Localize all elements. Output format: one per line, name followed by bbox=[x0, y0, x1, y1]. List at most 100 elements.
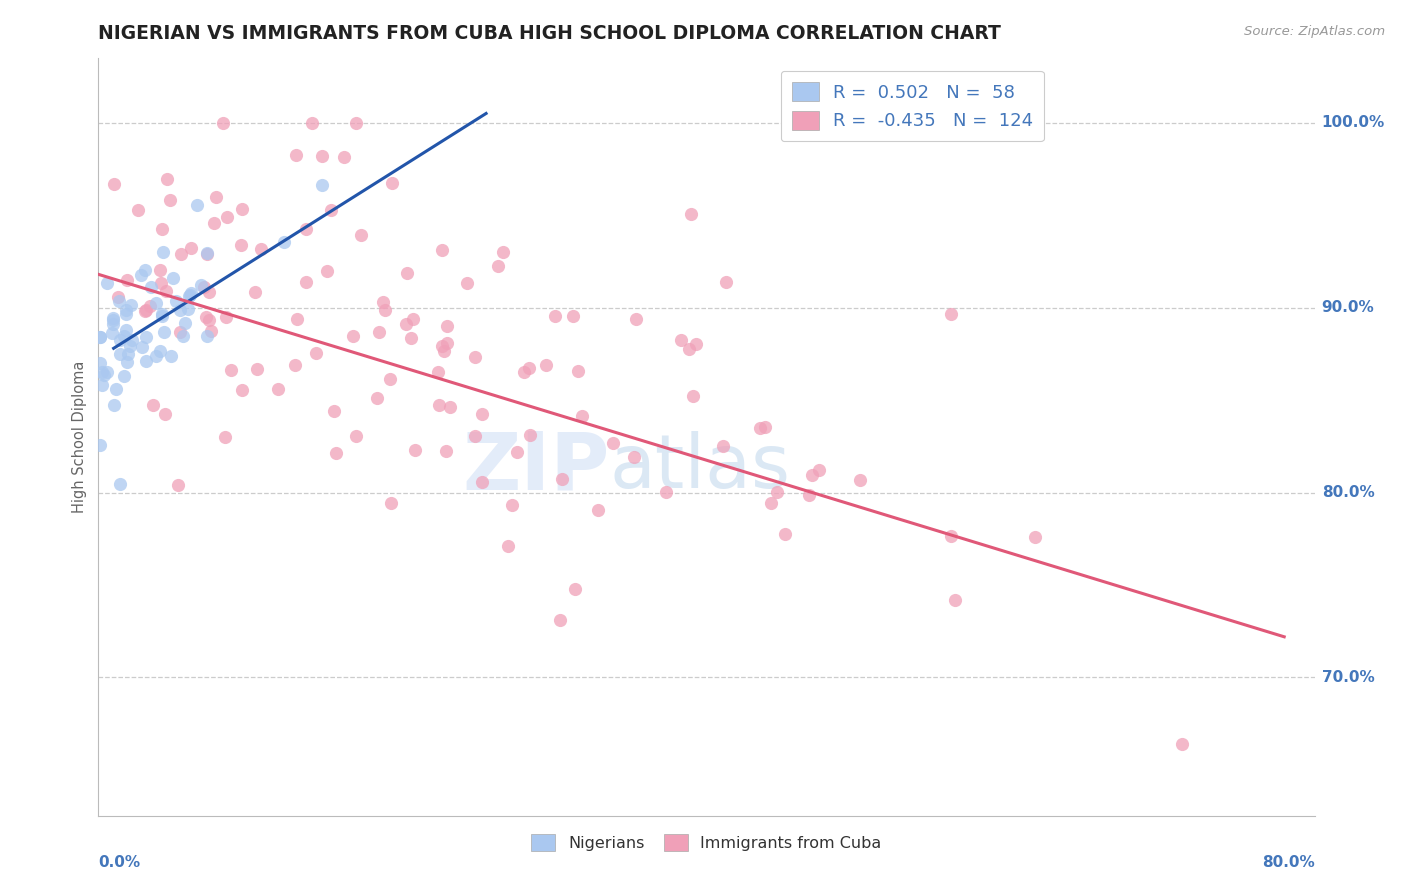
Point bbox=[103, 177, 125, 191]
Point bbox=[149, 344, 172, 359]
Point bbox=[117, 355, 139, 369]
Point bbox=[96, 276, 118, 290]
Point bbox=[519, 428, 541, 442]
Point bbox=[245, 362, 267, 376]
Point bbox=[402, 311, 425, 326]
Point bbox=[395, 266, 418, 280]
Point bbox=[155, 284, 177, 298]
Point bbox=[166, 478, 188, 492]
Point bbox=[179, 288, 201, 302]
Point bbox=[117, 273, 139, 287]
Point bbox=[571, 409, 593, 423]
Point bbox=[323, 404, 346, 418]
Point bbox=[231, 202, 253, 216]
Point bbox=[110, 347, 132, 361]
Text: 80.0%: 80.0% bbox=[1261, 855, 1315, 870]
Point bbox=[195, 310, 218, 324]
Point bbox=[107, 290, 129, 304]
Point bbox=[1171, 738, 1194, 752]
Point bbox=[754, 419, 776, 434]
Point bbox=[108, 333, 131, 347]
Point bbox=[501, 498, 523, 512]
Point bbox=[427, 398, 450, 412]
Point bbox=[145, 296, 167, 310]
Point bbox=[177, 301, 200, 316]
Point bbox=[89, 330, 111, 344]
Point bbox=[430, 339, 453, 353]
Point bbox=[170, 246, 193, 260]
Point bbox=[172, 329, 194, 343]
Point bbox=[943, 593, 966, 607]
Point bbox=[669, 333, 692, 347]
Point bbox=[214, 430, 236, 444]
Y-axis label: High School Diploma: High School Diploma bbox=[72, 361, 87, 513]
Point bbox=[215, 310, 238, 324]
Point bbox=[273, 235, 295, 249]
Point bbox=[534, 358, 557, 372]
Point bbox=[198, 312, 221, 326]
Point bbox=[486, 259, 509, 273]
Point bbox=[165, 294, 187, 309]
Point bbox=[623, 450, 645, 464]
Point bbox=[284, 358, 307, 372]
Text: ZIP: ZIP bbox=[463, 428, 609, 507]
Point bbox=[121, 333, 143, 347]
Point bbox=[456, 276, 478, 290]
Point bbox=[139, 299, 162, 313]
Point bbox=[301, 116, 323, 130]
Point bbox=[544, 310, 567, 324]
Point bbox=[332, 150, 354, 164]
Point bbox=[117, 347, 139, 361]
Text: Source: ZipAtlas.com: Source: ZipAtlas.com bbox=[1244, 25, 1385, 38]
Point bbox=[506, 444, 529, 458]
Point bbox=[513, 365, 536, 379]
Point bbox=[319, 202, 342, 217]
Text: 70.0%: 70.0% bbox=[1322, 670, 1375, 685]
Point bbox=[103, 318, 125, 332]
Point bbox=[217, 210, 239, 224]
Point bbox=[115, 303, 138, 318]
Point bbox=[395, 317, 418, 331]
Text: 80.0%: 80.0% bbox=[1322, 485, 1375, 500]
Point bbox=[799, 488, 821, 502]
Point bbox=[150, 309, 173, 323]
Point bbox=[716, 275, 738, 289]
Point bbox=[104, 382, 127, 396]
Point bbox=[142, 398, 165, 412]
Point bbox=[655, 485, 678, 500]
Point bbox=[90, 365, 112, 379]
Text: atlas: atlas bbox=[609, 431, 790, 504]
Legend: Nigerians, Immigrants from Cuba: Nigerians, Immigrants from Cuba bbox=[524, 827, 889, 857]
Point bbox=[808, 463, 831, 477]
Point bbox=[229, 238, 252, 252]
Point bbox=[195, 245, 218, 260]
Point bbox=[212, 116, 235, 130]
Point bbox=[149, 263, 172, 277]
Point bbox=[101, 326, 124, 340]
Point bbox=[108, 477, 131, 491]
Point bbox=[135, 330, 157, 344]
Point bbox=[197, 285, 219, 300]
Point bbox=[367, 325, 389, 339]
Point bbox=[129, 268, 152, 283]
Point bbox=[941, 529, 963, 543]
Point bbox=[169, 303, 191, 318]
Point bbox=[145, 350, 167, 364]
Point bbox=[103, 398, 125, 412]
Point bbox=[112, 369, 135, 384]
Point bbox=[202, 216, 225, 230]
Point bbox=[766, 485, 789, 500]
Point bbox=[404, 442, 426, 457]
Point bbox=[89, 438, 111, 452]
Point bbox=[231, 384, 253, 398]
Text: 90.0%: 90.0% bbox=[1322, 300, 1375, 315]
Point bbox=[155, 407, 177, 421]
Point bbox=[134, 263, 156, 277]
Point bbox=[120, 298, 142, 312]
Point bbox=[426, 365, 449, 379]
Point bbox=[190, 278, 212, 293]
Point bbox=[517, 361, 540, 376]
Point bbox=[561, 309, 583, 323]
Point bbox=[294, 222, 316, 236]
Point bbox=[471, 475, 494, 489]
